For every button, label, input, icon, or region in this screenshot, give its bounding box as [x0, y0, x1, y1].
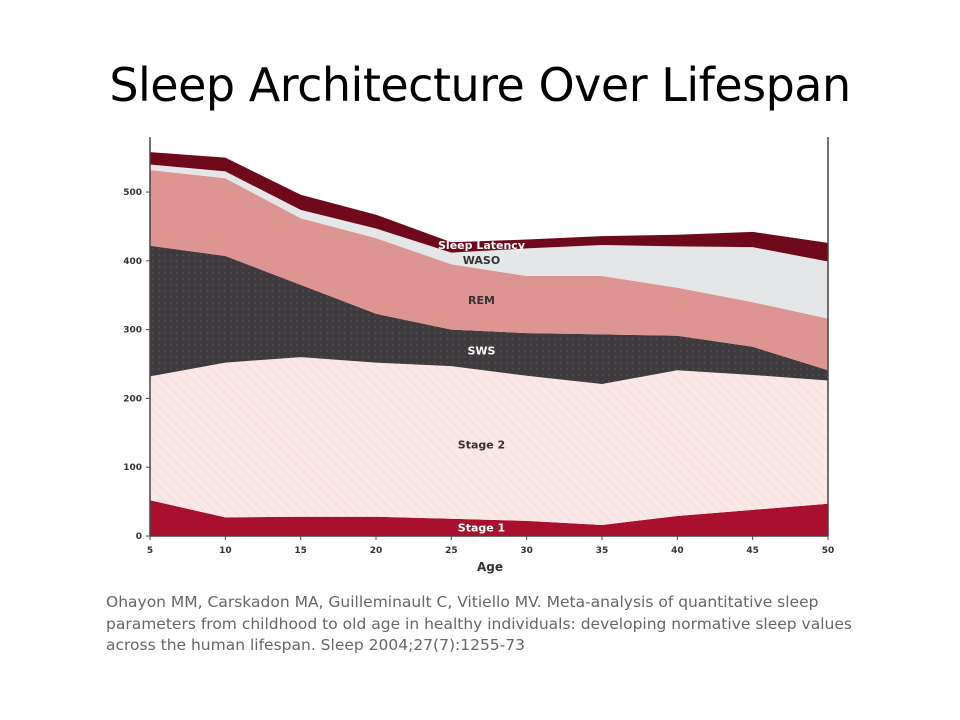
- x-tick-label: 50: [822, 546, 835, 556]
- area-waso: [150, 164, 828, 319]
- area-rem: [150, 170, 828, 371]
- area-label-rem: REM: [468, 294, 495, 307]
- y-tick-label: 400: [123, 257, 142, 267]
- area-label-waso: WASO: [463, 254, 500, 267]
- area-sws-dots: [150, 245, 828, 384]
- x-tick-label: 30: [520, 546, 533, 556]
- x-tick-label: 10: [219, 546, 232, 556]
- y-tick-label: 200: [123, 394, 142, 404]
- x-tick-label: 15: [294, 546, 307, 556]
- area-label-stage-2: Stage 2: [458, 439, 505, 452]
- chart-areas: [150, 152, 828, 536]
- area-stage-2-hatch: [150, 357, 828, 525]
- x-tick-label: 40: [671, 546, 684, 556]
- y-tick-label: 0: [136, 532, 142, 542]
- x-tick-label: 5: [147, 546, 153, 556]
- slide-title: Sleep Architecture Over Lifespan: [109, 58, 851, 112]
- x-tick-label: 20: [370, 546, 383, 556]
- y-tick-label: 300: [123, 326, 142, 336]
- chart-axes: 0 100 200 300 400 500 5 10 15 20 25 30 35 40 45 50: [123, 137, 834, 556]
- x-tick-label: 45: [746, 546, 759, 556]
- y-tick-label: 100: [123, 463, 142, 473]
- citation-text: Ohayon MM, Carskadon MA, Guilleminault C…: [106, 593, 852, 654]
- x-tick-label: 35: [596, 546, 609, 556]
- area-stage-1: [150, 500, 828, 536]
- x-axis-title: Age: [477, 560, 503, 574]
- area-label-stage-1: Stage 1: [458, 522, 505, 535]
- x-tick-label: 25: [445, 546, 458, 556]
- chart-area-labels: Stage 1 Stage 2 SWS REM WASO Sleep Latency: [438, 239, 525, 534]
- area-label-sleep-latency: Sleep Latency: [438, 239, 525, 252]
- area-sleep-latency: [150, 152, 828, 262]
- area-label-sws: SWS: [468, 344, 496, 357]
- y-tick-label: 500: [123, 188, 142, 198]
